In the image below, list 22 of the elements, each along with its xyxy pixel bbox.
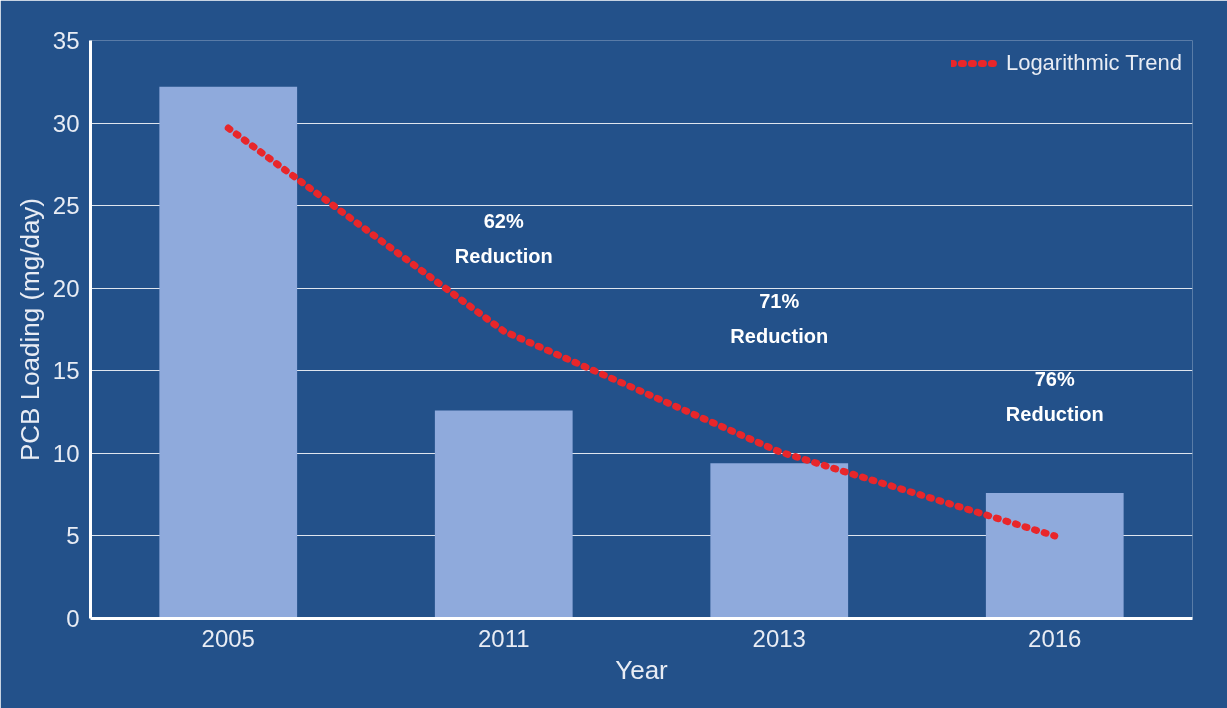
annotation: 62% Reduction: [454, 209, 553, 268]
annotation: 76% Reduction: [1005, 367, 1104, 426]
y-tick-label: 15: [52, 357, 80, 385]
x-axis-title: Year: [615, 654, 669, 685]
annotation: 71% Reduction: [730, 289, 829, 348]
bar: [159, 86, 298, 619]
x-tick-label: 2013: [752, 624, 806, 652]
bar: [985, 492, 1124, 619]
bar: [434, 410, 573, 619]
x-tick-label: 2005: [201, 624, 255, 652]
y-tick-label: 35: [52, 27, 80, 54]
x-tick-label: 2011: [477, 624, 530, 652]
y-axis-title: PCB Loading (mg/day): [14, 197, 45, 462]
y-tick-label: 10: [52, 439, 80, 467]
y-tick-label: 25: [52, 192, 80, 220]
x-tick-label: 2016: [1028, 624, 1082, 652]
y-tick-label: 0: [66, 605, 80, 632]
bar: [710, 463, 849, 619]
y-tick-label: 30: [52, 109, 80, 137]
legend-label: Logarithmic Trend: [1005, 50, 1182, 76]
y-tick-label: 20: [52, 274, 80, 302]
y-tick-label: 5: [66, 522, 80, 550]
